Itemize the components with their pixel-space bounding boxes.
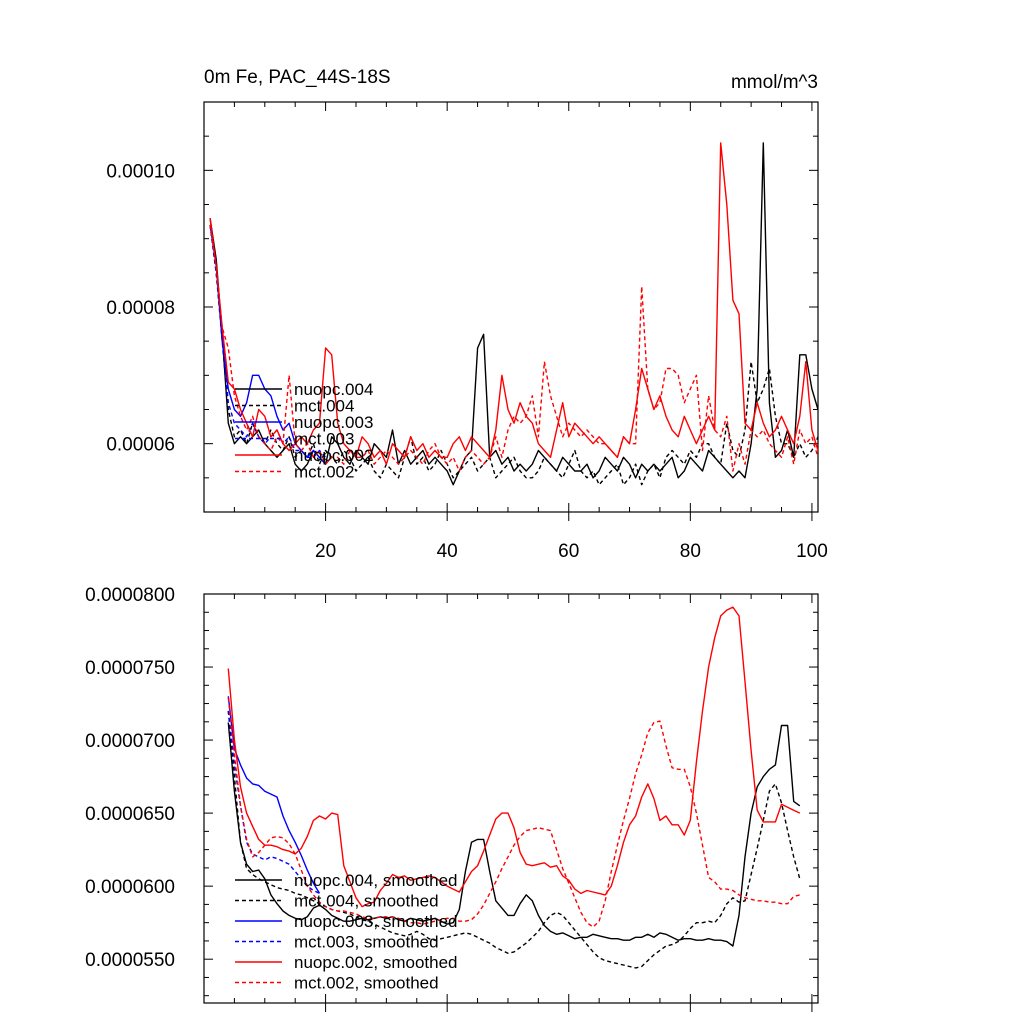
x-tick-label: 80 [680, 541, 701, 562]
plot-area: 20 40 60 80 100 0.00006 0.00008 0.00010 nuopc.00… [106, 101, 828, 562]
legend-label: mct.002, smoothed [294, 974, 439, 993]
series-line [209, 224, 327, 458]
x-tick-label: 100 [796, 541, 828, 562]
legend-label: nuopc.002 [294, 446, 373, 465]
legend-label: nuopc.004 [294, 380, 373, 399]
legend-label: mct.003, smoothed [294, 933, 439, 952]
series-line [209, 142, 819, 465]
legend-label: mct.003 [294, 430, 354, 449]
plot-area: 0.0000550 0.0000600 0.0000650 0.0000700 0.00… [85, 585, 819, 1012]
y-tick-label: 0.0000800 [85, 585, 175, 606]
series-line [227, 606, 801, 908]
legend-label: mct.002 [294, 463, 354, 482]
plot-frame [203, 593, 819, 1004]
y-tick-label: 0.0000700 [85, 731, 175, 752]
legend-label: mct.004, smoothed [294, 892, 439, 911]
y-tick-label: 0.00010 [106, 161, 175, 182]
y-tick-label: 0.00006 [106, 435, 175, 456]
series-line [227, 722, 801, 947]
legend: nuopc.004mct.004nuopc.003mct.003nuopc.00… [235, 380, 373, 482]
y-tick-label: 0.0000600 [85, 877, 175, 898]
legend-label: nuopc.004, smoothed [294, 871, 458, 890]
y-tick-label: 0.0000750 [85, 658, 175, 679]
series-line [209, 224, 327, 465]
series-line [209, 142, 819, 486]
bottom-panel: 0.0000550 0.0000600 0.0000650 0.0000700 0.00… [85, 585, 819, 1012]
panel-title: 0m Fe, PAC_44S-18S [204, 67, 391, 88]
series-line [209, 224, 819, 472]
x-tick-label: 40 [437, 541, 458, 562]
units-label: mmol/m^3 [731, 72, 818, 93]
y-tick-label: 0.0000550 [85, 950, 175, 971]
series-line [227, 697, 800, 928]
y-tick-label: 0.00008 [106, 298, 175, 319]
top-panel: 0m Fe, PAC_44S-18S mmol/m^3 20 40 60 80 100 0… [106, 67, 827, 562]
legend-label: mct.004 [294, 397, 354, 416]
legend-label: nuopc.002, smoothed [294, 953, 458, 972]
legend-label: nuopc.003, smoothed [294, 912, 458, 931]
series-line [227, 696, 321, 894]
legend-label: nuopc.003 [294, 413, 373, 432]
series-line [209, 224, 819, 486]
y-tick-label: 0.0000650 [85, 804, 175, 825]
x-tick-label: 60 [558, 541, 579, 562]
x-tick-label: 20 [315, 541, 336, 562]
